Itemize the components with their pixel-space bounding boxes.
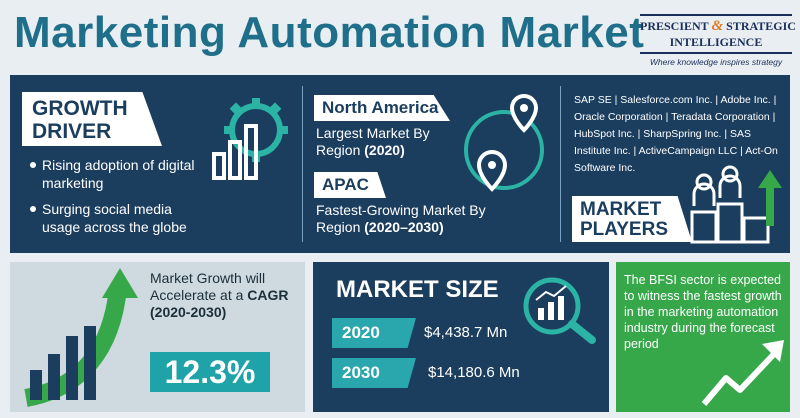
growth-bullet: Surging social media usage across the gl… — [30, 200, 207, 236]
podium-people-icon — [690, 165, 782, 244]
market-size-value: $4,438.7 Mn — [424, 324, 508, 341]
growth-bullet: Rising adoption of digital marketing — [30, 156, 202, 192]
bfsi-note: The BFSI sector is expected to witness t… — [624, 273, 782, 351]
apac-desc: Fastest-Growing Market By Region (2020–2… — [316, 202, 486, 235]
gear-chart-icon — [212, 98, 288, 180]
apac-label: APAC — [314, 172, 386, 198]
logo-tagline: Where knowledge inspires strategy — [649, 57, 783, 67]
divider — [560, 86, 561, 242]
north-america-label: North America — [314, 95, 450, 121]
bfsi-panel — [616, 262, 790, 412]
market-size-year: 2030 — [332, 358, 416, 388]
logo: PRESCIENT & STRATEGIC INTELLIGENCE Where… — [640, 14, 796, 67]
magnifier-chart-icon — [523, 277, 596, 344]
page-title: Marketing Automation Market — [14, 8, 645, 57]
growth-bars-arrow-icon — [24, 268, 138, 407]
north-america-desc: Largest Market By Region (2020) — [316, 125, 430, 158]
divider — [302, 86, 303, 242]
market-size-title: MARKET SIZE — [336, 276, 499, 303]
trend-arrow-icon — [701, 340, 784, 406]
market-players-heading: MARKET PLAYERS — [572, 196, 692, 242]
market-size-year: 2020 — [332, 318, 416, 348]
market-size-value: $14,180.6 Mn — [428, 364, 520, 381]
growth-driver-heading: GROWTH DRIVER — [22, 92, 162, 146]
cagr-value: 12.3% — [150, 352, 270, 392]
location-pins-icon — [464, 93, 544, 192]
growth-text: Market Growth will Accelerate at a CAGR … — [150, 270, 289, 320]
market-players-list: SAP SE | Salesforce.com Inc. | Adobe Inc… — [574, 94, 778, 174]
